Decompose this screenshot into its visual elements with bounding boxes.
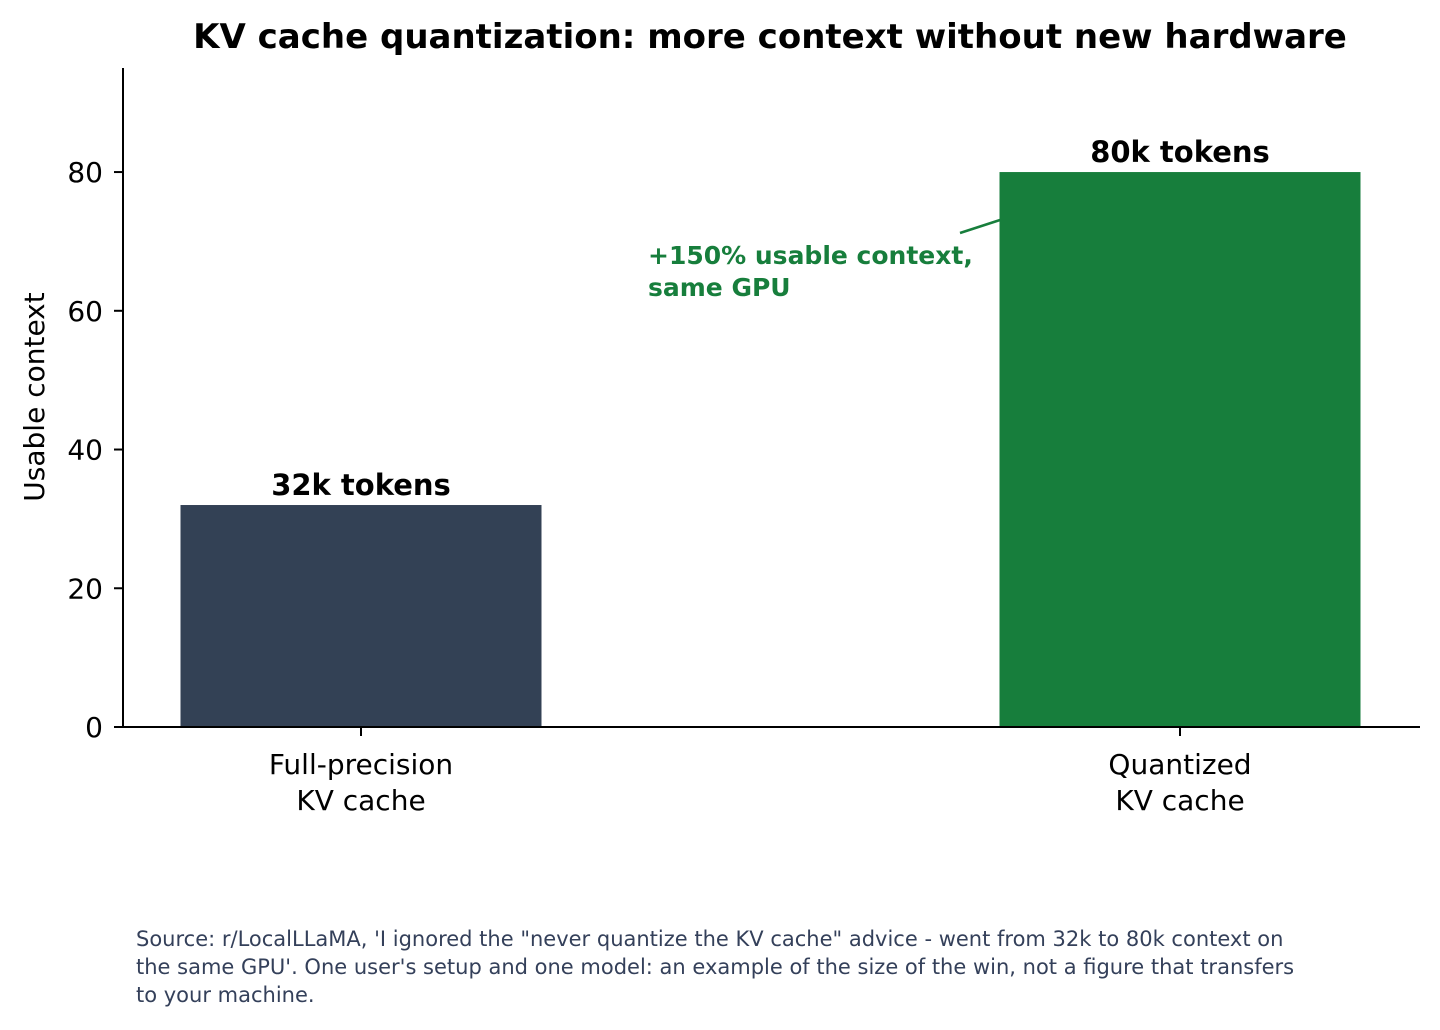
y-axis-label: Usable context — [18, 292, 51, 501]
x-tick-label: Quantized KV cache — [1108, 748, 1251, 817]
bar-quantized — [999, 172, 1361, 728]
plot-area: 32k tokens 80k tokens 0 20 40 60 80 Full-precis… — [67, 68, 1420, 817]
chart-title: KV cache quantization: more context with… — [193, 17, 1347, 57]
y-tick-label: 0 — [85, 711, 103, 744]
data-label: 32k tokens — [271, 468, 451, 502]
data-label: 80k tokens — [1090, 135, 1270, 169]
y-tick-label: 40 — [67, 434, 103, 467]
annotation-text: +150% usable context, same GPU — [648, 241, 973, 302]
source-note: Source: r/LocalLLaMA, 'I ignored the "ne… — [136, 927, 1295, 1007]
bar-full-precision — [180, 505, 542, 727]
y-tick-label: 20 — [67, 572, 103, 605]
y-tick-label: 80 — [67, 156, 103, 189]
x-tick-label: Full-precision KV cache — [269, 748, 453, 817]
annotation-arrow — [959, 218, 1001, 235]
y-tick-label: 60 — [67, 295, 103, 328]
